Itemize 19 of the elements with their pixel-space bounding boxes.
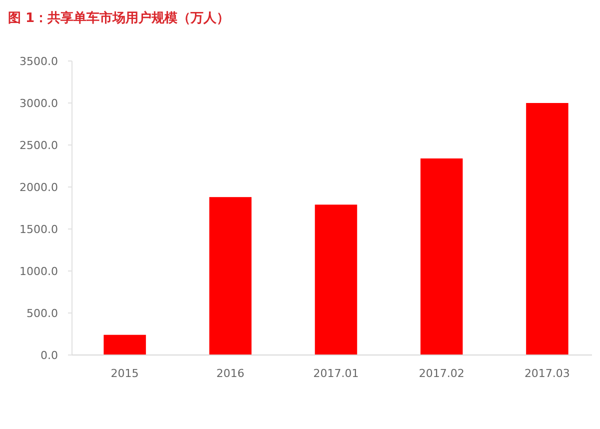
x-tick-label: 2017.03 xyxy=(524,367,570,380)
y-tick-label: 1000.0 xyxy=(20,264,58,278)
y-tick-label: 2000.0 xyxy=(20,180,58,194)
chart-title: 图 1：共享单车市场用户规模（万人） xyxy=(8,10,230,26)
bar xyxy=(314,204,358,355)
x-tick-label: 2017.02 xyxy=(418,367,464,380)
x-tick-label: 2016 xyxy=(216,367,244,380)
y-tick-label: 3500.0 xyxy=(20,54,58,68)
x-tick-label: 2015 xyxy=(110,367,139,380)
y-tick-label: 2500.0 xyxy=(20,138,58,152)
y-tick-label: 0.0 xyxy=(40,348,58,362)
bar xyxy=(526,103,568,355)
x-tick-label: 2017.01 xyxy=(313,367,359,380)
y-tick-label: 1500.0 xyxy=(20,222,58,236)
bar xyxy=(420,158,463,355)
y-tick-label: 500.0 xyxy=(26,306,58,320)
y-tick-label: 3000.0 xyxy=(20,96,58,110)
bar xyxy=(104,334,146,355)
bar xyxy=(209,197,252,355)
